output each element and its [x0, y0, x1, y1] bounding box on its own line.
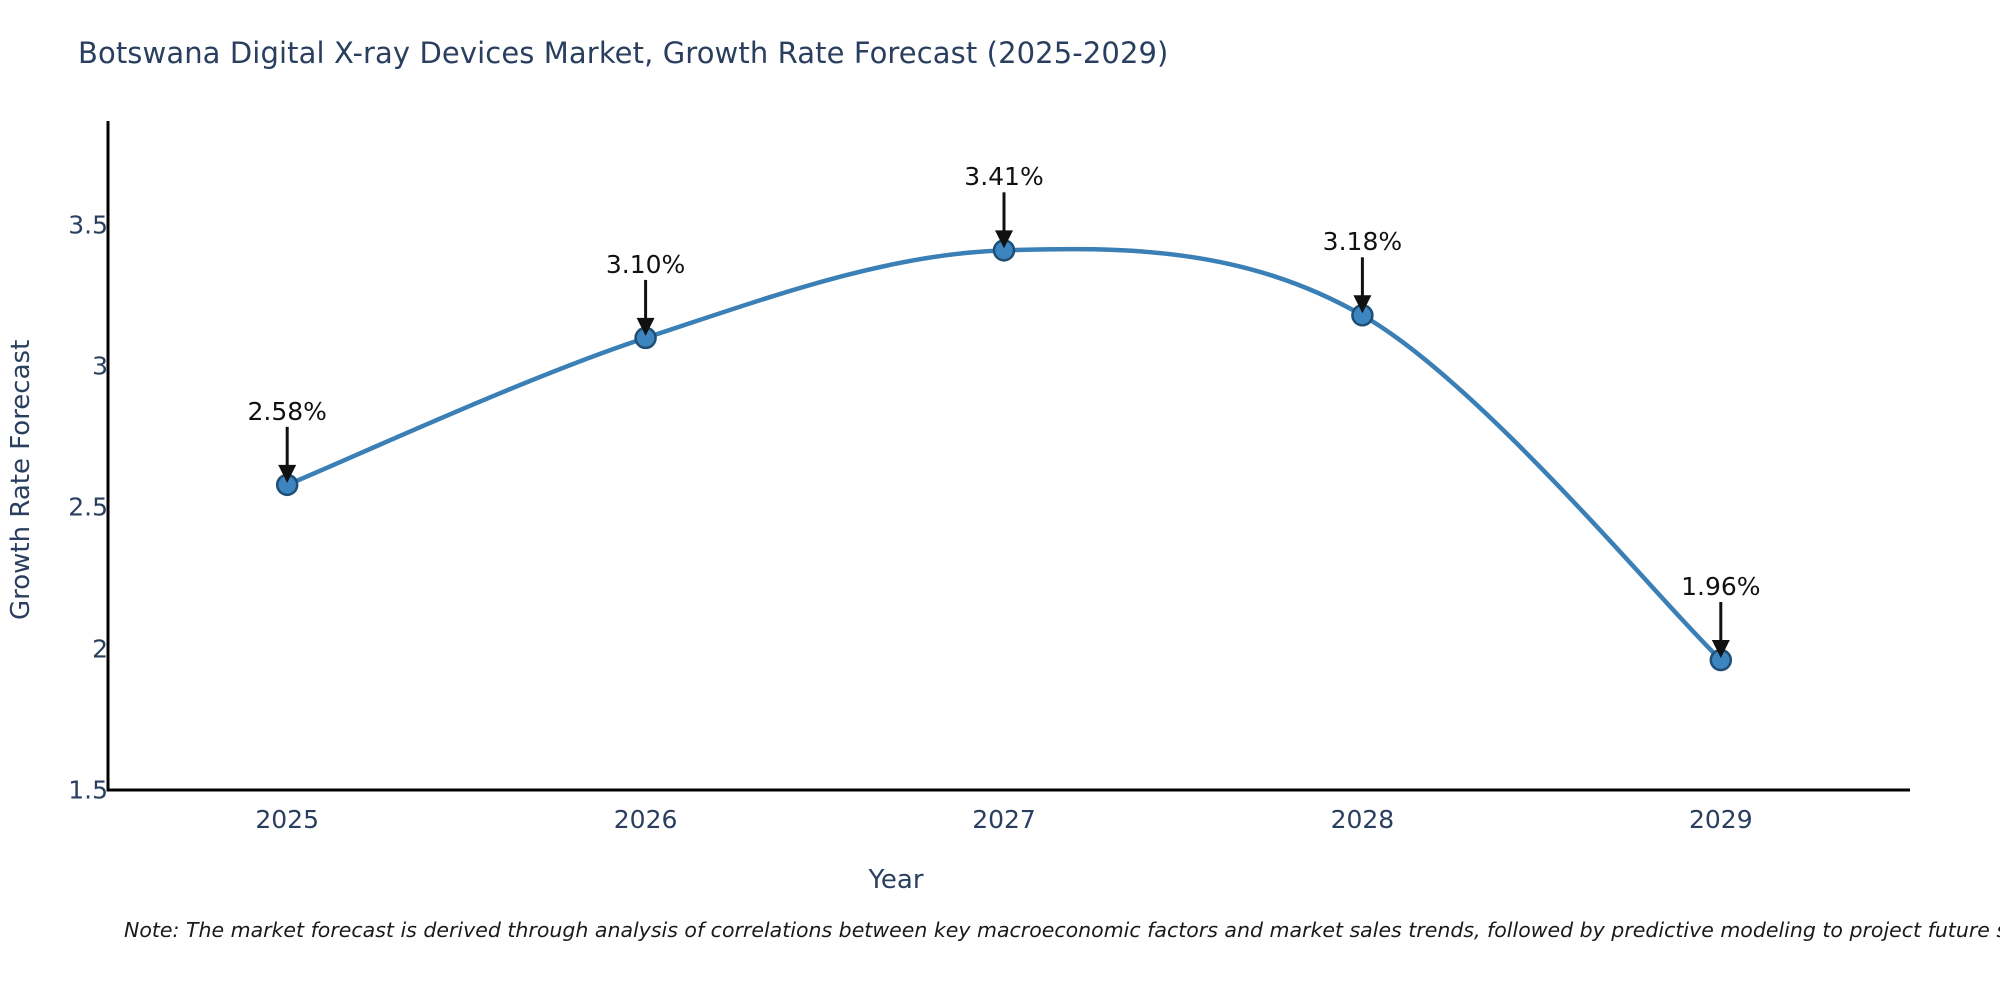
- y-tick-label: 2: [92, 634, 108, 664]
- y-tick-label: 1.5: [68, 775, 108, 805]
- y-tick-label: 3.5: [68, 210, 108, 240]
- y-tick-label: 2.5: [68, 492, 108, 522]
- chart-footnote: Note: The market forecast is derived thr…: [124, 918, 2000, 942]
- x-axis-title: Year: [868, 865, 924, 895]
- data-point-label: 3.41%: [964, 162, 1044, 192]
- data-point-label: 3.18%: [1322, 227, 1403, 257]
- y-tick-label: 3: [92, 351, 108, 381]
- data-point-markers: [275, 239, 1733, 672]
- series-line-growth-rate-forecast: [284, 246, 1724, 663]
- data-point-label: 2.58%: [247, 396, 327, 426]
- x-tick-label: 2028: [1330, 805, 1395, 834]
- x-tick-label: 2025: [255, 805, 319, 834]
- x-tick-label: 2027: [972, 805, 1036, 834]
- annotation-arrows: [278, 192, 1730, 659]
- x-tick-label: 2026: [613, 805, 678, 834]
- data-point-label: 3.10%: [605, 249, 686, 279]
- data-point-label: 1.96%: [1681, 572, 1761, 602]
- axis-spines: [106, 121, 1910, 792]
- x-tick-label: 2029: [1688, 805, 1753, 834]
- y-axis-tick-labels: 1.5 2 2.5 3 3.5: [0, 0, 108, 1000]
- chart-title: Botswana Digital X-ray Devices Market, G…: [78, 36, 1169, 70]
